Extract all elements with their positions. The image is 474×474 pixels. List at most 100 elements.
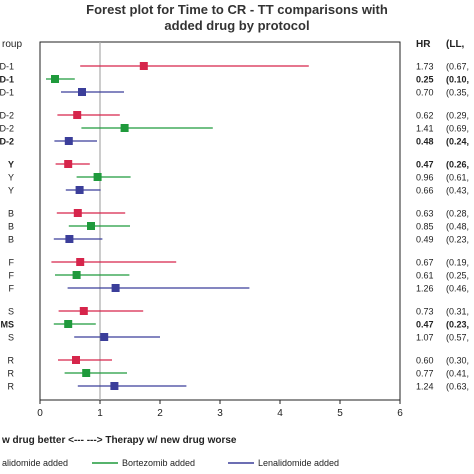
row-label: R	[8, 356, 15, 366]
x-tick-label: 2	[157, 408, 163, 419]
row-label: F	[9, 284, 15, 294]
hr-point	[73, 111, 82, 119]
x-tick-label: 0	[37, 408, 43, 419]
ci-value: (0.63,	[446, 382, 469, 392]
row-label: D-1	[0, 62, 14, 72]
x-axis-caption: w drug better <--- ---> Therapy w/ new d…	[1, 435, 237, 446]
hr-value: 0.85	[416, 222, 434, 232]
hr-value: 0.62	[416, 111, 434, 121]
hr-point	[64, 137, 73, 145]
legend-label: Lenalidomide added	[258, 458, 339, 468]
ci-value: (0.28,	[446, 209, 469, 219]
hr-point	[82, 369, 91, 377]
hr-point	[73, 209, 82, 217]
hr-value: 0.70	[416, 88, 434, 98]
hr-value: 0.66	[416, 186, 434, 196]
ci-value: (0.69,	[446, 124, 469, 134]
hr-point	[51, 75, 59, 83]
row-label: D-2	[0, 111, 14, 121]
ci-value: (0.10,	[446, 75, 469, 85]
legend-label: alidomide added	[2, 458, 68, 468]
hr-value: 0.60	[416, 356, 434, 366]
row-label: CD-1	[0, 75, 14, 85]
row-label: Y	[8, 173, 14, 183]
row-label: Y	[8, 186, 14, 196]
ci-column-header: (LL,	[446, 39, 465, 50]
hr-point	[75, 186, 84, 194]
row-label: F	[9, 258, 15, 268]
hr-value: 0.96	[416, 173, 434, 183]
ci-value: (0.48,	[446, 222, 469, 232]
row-label: D-2	[0, 124, 14, 134]
ci-value: (0.46,	[446, 284, 469, 294]
hr-value: 1.24	[416, 382, 434, 392]
plot-frame	[39, 41, 401, 401]
row-label: S	[8, 333, 14, 343]
hr-point	[72, 356, 80, 364]
ci-value: (0.61,	[446, 173, 469, 183]
ci-value: (0.25,	[446, 271, 469, 281]
hr-point	[120, 124, 129, 132]
hr-value: 0.63	[416, 209, 434, 219]
ci-value: (0.19,	[446, 258, 469, 268]
row-label: S	[8, 307, 14, 317]
hr-point	[139, 62, 148, 70]
ci-value: (0.57,	[446, 333, 469, 343]
row-label: D-1	[0, 88, 14, 98]
ci-value: (0.67,	[446, 62, 469, 72]
hr-point	[65, 235, 74, 243]
ci-value: (0.43,	[446, 186, 469, 196]
hr-value: 0.47	[416, 320, 434, 330]
hr-point	[100, 333, 109, 341]
hr-point	[64, 320, 73, 328]
x-tick-label: 4	[277, 408, 283, 419]
hr-point	[111, 284, 120, 292]
hr-value: 1.41	[416, 124, 434, 134]
chart-title-line-1: Forest plot for Time to CR - TT comparis…	[86, 2, 388, 17]
hr-point	[64, 160, 73, 168]
ci-value: (0.23,	[446, 235, 469, 245]
hr-value: 0.73	[416, 307, 434, 317]
x-tick-label: 3	[217, 408, 223, 419]
chart-title-line-2: added drug by protocol	[164, 18, 310, 33]
hr-value: 0.47	[416, 160, 434, 170]
hr-point	[79, 307, 88, 315]
hr-value: 1.26	[416, 284, 434, 294]
ci-value: (0.23,	[446, 320, 469, 330]
x-tick-label: 5	[337, 408, 343, 419]
row-label: R	[8, 369, 15, 379]
hr-point	[110, 382, 119, 390]
hr-value: 0.61	[416, 271, 434, 281]
row-label: MS	[1, 320, 15, 330]
hr-value: 1.07	[416, 333, 434, 343]
row-label: B	[8, 209, 14, 219]
ci-value: (0.35,	[446, 88, 469, 98]
row-label: Y	[8, 160, 14, 170]
hr-column-header: HR	[416, 39, 431, 50]
hr-value: 0.77	[416, 369, 434, 379]
hr-point	[72, 271, 81, 279]
hr-point	[87, 222, 95, 230]
ci-value: (0.29,	[446, 111, 469, 121]
hr-value: 1.73	[416, 62, 434, 72]
row-label: CD-2	[0, 137, 14, 147]
hr-value: 0.67	[416, 258, 434, 268]
row-label: R	[8, 382, 15, 392]
row-label: B	[8, 235, 14, 245]
x-tick-label: 6	[397, 408, 403, 419]
hr-point	[78, 88, 86, 96]
ci-value: (0.30,	[446, 356, 469, 366]
legend-label: Bortezomib added	[122, 458, 195, 468]
ci-value: (0.41,	[446, 369, 469, 379]
hr-point	[76, 258, 85, 266]
hr-point	[93, 173, 102, 181]
hr-value: 0.48	[416, 137, 434, 147]
row-label: B	[8, 222, 14, 232]
x-tick-label: 1	[97, 408, 103, 419]
ci-value: (0.26,	[446, 160, 469, 170]
ci-value: (0.24,	[446, 137, 469, 147]
group-column-header: roup	[2, 39, 22, 50]
ci-value: (0.31,	[446, 307, 469, 317]
hr-value: 0.49	[416, 235, 434, 245]
